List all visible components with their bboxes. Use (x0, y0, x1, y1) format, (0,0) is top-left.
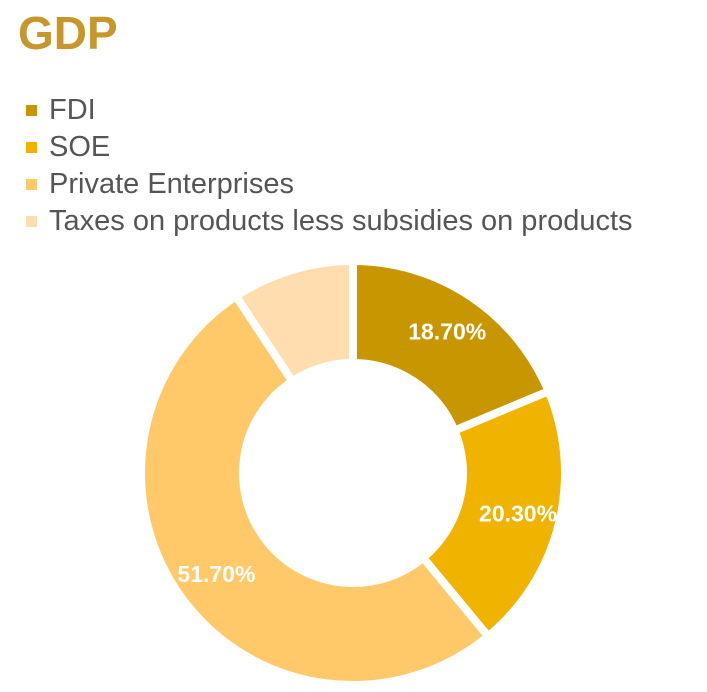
legend-swatch-private-enterprises (26, 179, 37, 190)
chart-title: GDP (18, 7, 118, 59)
legend-swatch-soe (26, 142, 37, 153)
donut-slice-taxes-on-products-less-subsidies-on-products (230, 256, 357, 387)
data-label-fdi: 18.70% (408, 319, 486, 345)
legend-label-taxes: Taxes on products less subsidies on prod… (49, 205, 633, 237)
legend-item-soe: SOE (26, 129, 633, 166)
legend-label-soe: SOE (49, 131, 111, 163)
donut-slice-soe (417, 386, 569, 642)
donut-data-labels: 18.70% 20.30% 51.70% (177, 319, 557, 588)
legend-label-fdi: FDI (49, 94, 96, 126)
legend-swatch-taxes (26, 216, 37, 227)
legend-item-fdi: FDI (26, 92, 633, 129)
legend-item-private-enterprises: Private Enterprises (26, 166, 633, 203)
legend-item-taxes: Taxes on products less subsidies on prod… (26, 203, 633, 240)
donut-slices (137, 256, 569, 689)
data-label-soe: 20.30% (479, 501, 557, 527)
donut-slice-private-enterprises (137, 290, 494, 689)
data-label-private-enterprises: 51.70% (177, 561, 255, 587)
legend-label-private-enterprises: Private Enterprises (49, 168, 294, 200)
legend-swatch-fdi (26, 105, 37, 116)
donut-slice-fdi (349, 256, 554, 436)
chart-legend: FDI SOE Private Enterprises Taxes on pro… (26, 92, 633, 240)
